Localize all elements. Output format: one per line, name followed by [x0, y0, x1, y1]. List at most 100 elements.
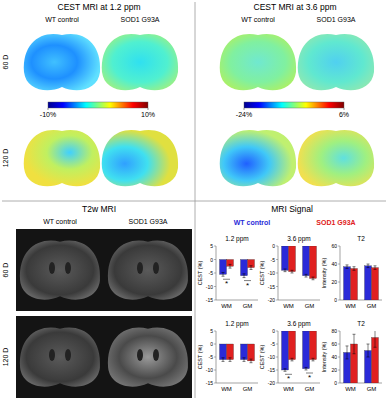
bar — [220, 260, 227, 275]
tick-label: -5 — [209, 354, 214, 360]
tick-label: 20 — [331, 367, 337, 373]
category-label: WM — [345, 303, 356, 309]
error-cap — [367, 267, 370, 268]
t2w-brain — [108, 327, 188, 386]
mini-chart: 1.2 ppmCEST (%)-15-10-505WMGM** — [197, 235, 258, 309]
colorbar-label: -10% — [40, 111, 56, 118]
error-bar — [353, 334, 356, 354]
bar — [351, 269, 358, 301]
cest-map — [102, 130, 178, 186]
bar — [310, 246, 317, 278]
error-bar — [229, 264, 232, 268]
bar — [227, 344, 234, 360]
column-label: WT control — [241, 16, 275, 23]
bar — [289, 331, 296, 360]
error-bar — [312, 358, 315, 361]
error-bar — [250, 266, 253, 270]
axis-label: CEST (%) — [197, 345, 203, 370]
error-cap — [291, 358, 294, 359]
bars — [220, 344, 255, 363]
error-bar — [222, 358, 225, 362]
chart-title: 3.6 ppm — [287, 235, 311, 243]
tick-label: -20 — [268, 380, 275, 386]
category-label: GM — [305, 386, 315, 392]
row-label: 120 D — [2, 348, 9, 367]
y-axis — [340, 246, 341, 300]
panel-title: CEST MRI at 1.2 ppm — [58, 2, 141, 12]
t2w-image — [16, 229, 104, 311]
error-line — [313, 277, 314, 280]
error-cap — [374, 265, 377, 266]
error-cap — [229, 357, 232, 358]
error-cap — [312, 358, 315, 359]
error-cap — [367, 344, 370, 345]
x-axis — [278, 300, 320, 301]
cest-map — [298, 130, 374, 186]
significance: * — [308, 373, 311, 382]
error-cap — [229, 264, 232, 265]
significance: * — [246, 281, 249, 290]
tick-label: 0 — [210, 257, 213, 263]
error-line — [244, 358, 245, 362]
colorbar-tick — [148, 108, 149, 110]
category-label: GM — [243, 303, 253, 309]
axis-label: Intensity (%) — [321, 342, 327, 373]
separator — [2, 201, 386, 202]
error-cap — [291, 273, 294, 274]
separator — [195, 2, 196, 398]
error-cap — [353, 353, 356, 354]
tick-label: -10 — [268, 354, 275, 360]
bar — [248, 344, 255, 361]
y-axis — [340, 331, 341, 383]
tick-label: 40 — [331, 261, 337, 267]
error-cap — [346, 358, 349, 359]
chart-title: T2 — [357, 235, 365, 242]
panel-title: CEST MRI at 3.6 ppm — [254, 2, 337, 12]
tick-label: -10 — [206, 284, 213, 290]
error-line — [230, 264, 231, 268]
error-cap — [250, 269, 253, 270]
tick-label: 60 — [331, 243, 337, 249]
x-axis — [216, 383, 258, 384]
column-label: WT control — [43, 218, 77, 225]
error-bar — [243, 358, 246, 362]
ventricle — [153, 349, 159, 361]
y-axis — [216, 331, 217, 383]
category-label: WM — [283, 386, 294, 392]
cest-map — [102, 34, 178, 90]
bar — [310, 331, 317, 360]
category-label: WM — [345, 386, 356, 392]
error-cap — [346, 264, 349, 265]
error-cap — [291, 360, 294, 361]
chart-title: T2 — [357, 320, 365, 327]
chart-title: 3.6 ppm — [287, 320, 311, 328]
cest-map — [220, 34, 296, 90]
error-line — [354, 267, 355, 271]
y-axis — [278, 246, 279, 300]
error-bar — [305, 274, 308, 277]
tick-label: 20 — [331, 279, 337, 285]
tick-label: -15 — [268, 284, 275, 290]
error-line — [251, 266, 252, 270]
category-label: WM — [221, 303, 232, 309]
ventricle — [49, 349, 55, 361]
error-bar — [243, 274, 246, 278]
bar — [220, 344, 227, 360]
tick-label: -5 — [271, 341, 276, 347]
error-line — [313, 358, 314, 361]
category-label: GM — [243, 386, 253, 392]
error-bar — [305, 367, 308, 370]
ventricle — [65, 349, 71, 361]
colorbar-label: -24% — [236, 111, 252, 118]
error-cap — [312, 279, 315, 280]
error-bar — [346, 346, 349, 359]
error-cap — [291, 270, 294, 271]
error-line — [368, 264, 369, 268]
error-cap — [222, 357, 225, 358]
row-label: 60 D — [2, 263, 9, 278]
error-line — [251, 359, 252, 363]
bar — [282, 331, 289, 370]
t2w-brain — [108, 240, 188, 299]
error-cap — [284, 368, 287, 369]
tick-label: -10 — [206, 367, 213, 373]
